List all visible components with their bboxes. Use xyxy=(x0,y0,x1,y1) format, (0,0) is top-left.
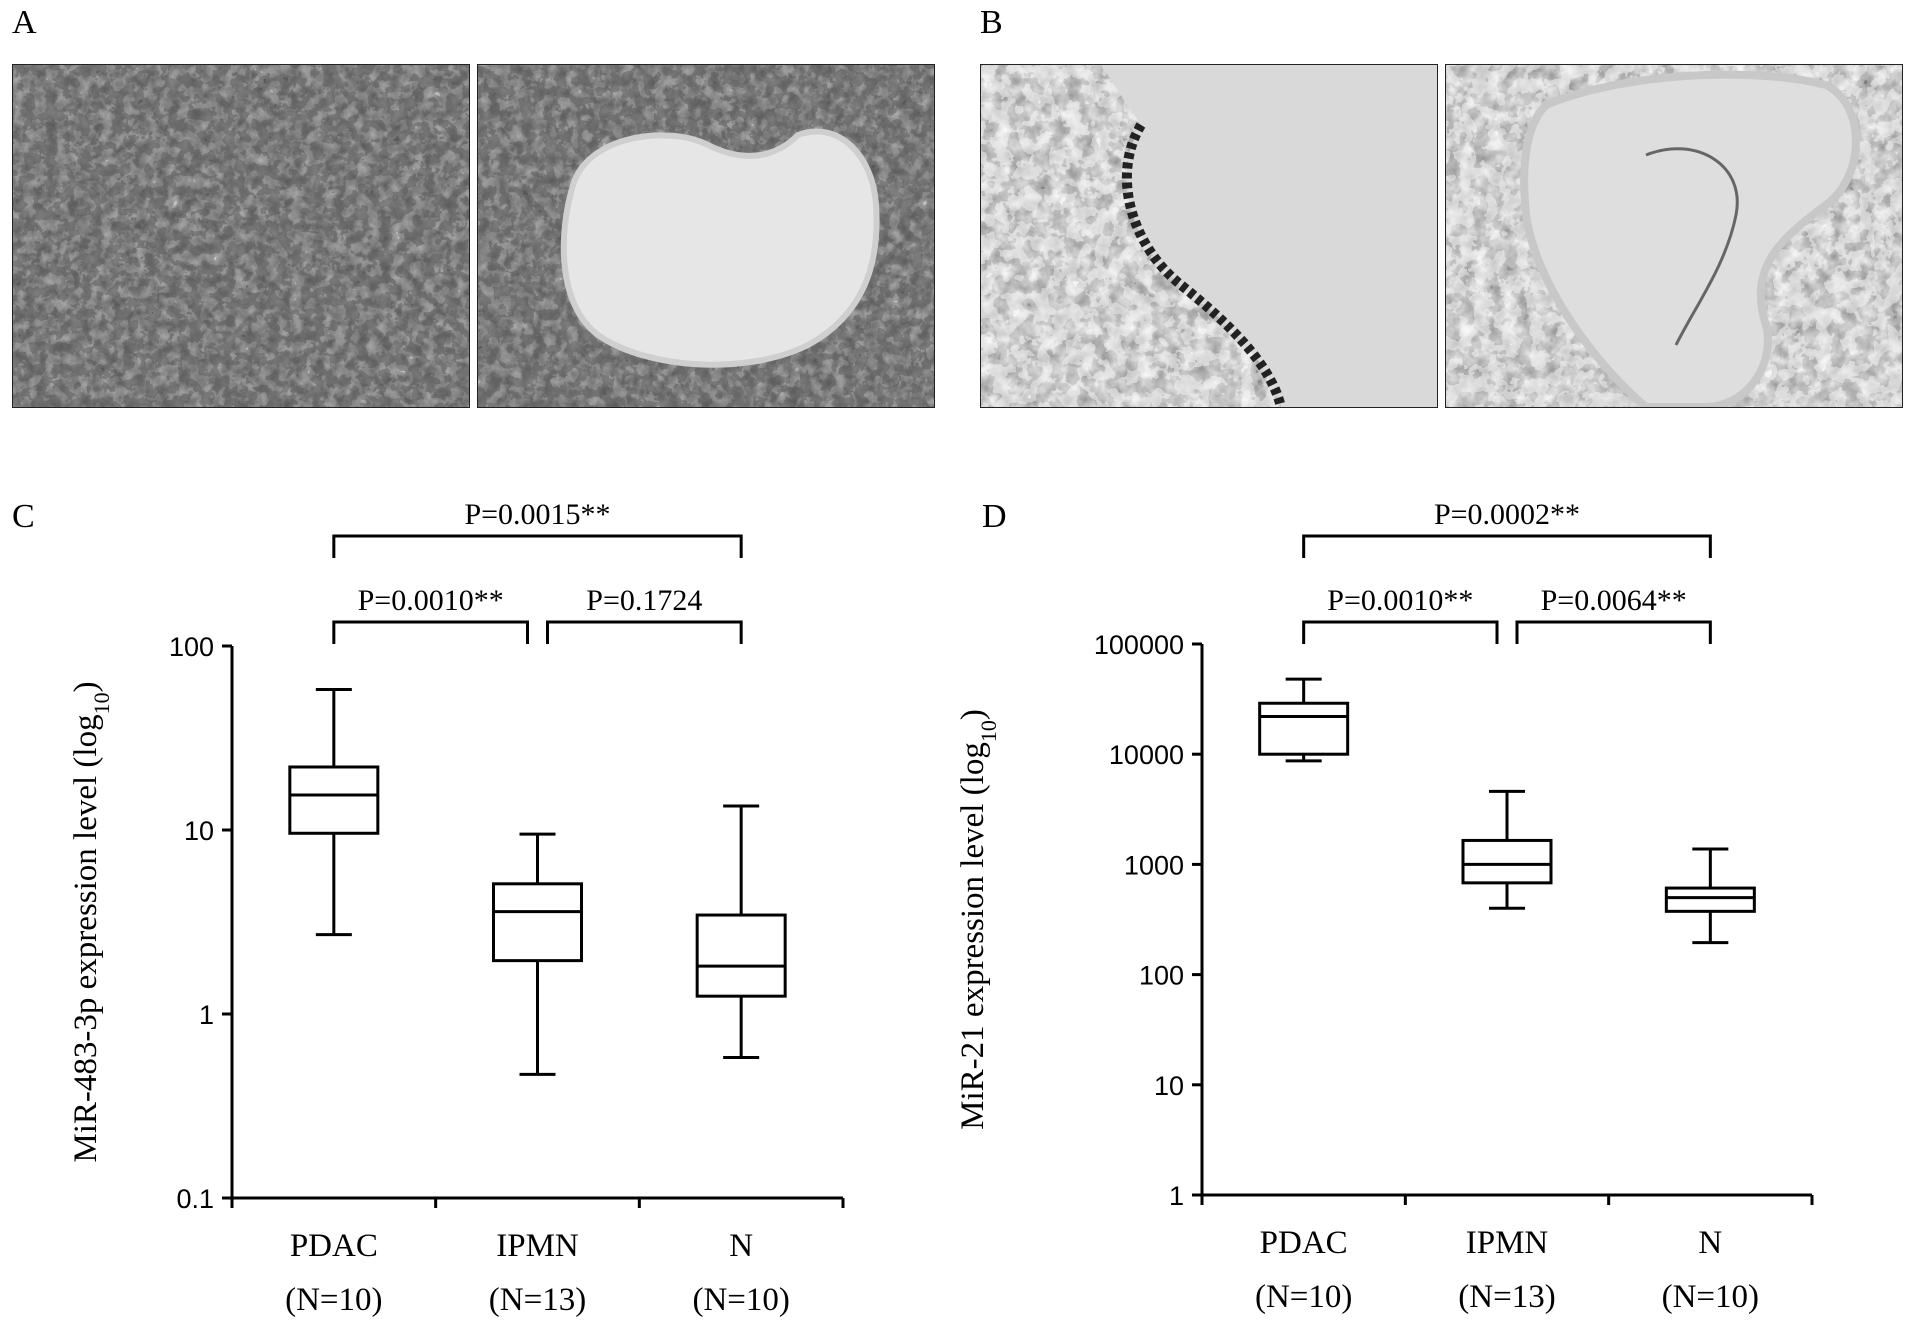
panel-letter-d: D xyxy=(982,498,1007,535)
box-iqr xyxy=(695,913,787,998)
box-iqr xyxy=(1664,886,1756,913)
y-axis-label-text: MiR-21 expression level (log xyxy=(955,742,991,1130)
p-value-label: P=0.0002** xyxy=(1434,498,1580,531)
x-category-label: PDAC xyxy=(1260,1225,1348,1261)
y-axis-label: MiR-483-3p expression level (log10) xyxy=(68,681,114,1162)
y-tick-label: 10 xyxy=(184,816,214,846)
box-iqr xyxy=(1258,701,1350,756)
x-category-n-label: (N=10) xyxy=(1255,1279,1352,1315)
y-axis-label-subscript: 10 xyxy=(976,720,1001,742)
significance-bracket xyxy=(332,534,743,558)
box-iqr xyxy=(288,765,380,835)
x-category-n-label: (N=10) xyxy=(1662,1279,1759,1315)
y-axis-label-close: ) xyxy=(955,709,991,720)
micrograph-pdac-after xyxy=(477,64,935,408)
micrograph-pdac-before xyxy=(12,64,470,408)
x-category-n-label: (N=10) xyxy=(285,1282,382,1318)
x-category-label: N xyxy=(729,1228,753,1264)
x-category-label: IPMN xyxy=(1466,1225,1549,1261)
y-tick-label: 1000 xyxy=(1124,850,1184,880)
micrograph-ipmn-after xyxy=(1445,64,1903,408)
panel-letter-c: C xyxy=(12,498,35,535)
y-tick-label: 1 xyxy=(199,1000,214,1030)
significance-bracket xyxy=(1302,534,1712,558)
x-category-n-label: (N=10) xyxy=(692,1282,789,1318)
y-tick-label: 0.1 xyxy=(176,1184,214,1214)
p-value-label: P=0.0010** xyxy=(358,584,504,617)
y-tick-label: 10000 xyxy=(1109,740,1184,770)
x-category-label: IPMN xyxy=(496,1228,579,1264)
significance-bracket xyxy=(546,620,743,644)
significance-bracket xyxy=(332,620,529,644)
panel-letter-a: A xyxy=(12,4,37,41)
x-category-n-label: (N=13) xyxy=(489,1282,586,1318)
x-category-label: N xyxy=(1698,1225,1722,1261)
y-axis-label-text: MiR-483-3p expression level (log xyxy=(68,714,104,1162)
x-category-label: PDAC xyxy=(290,1228,378,1264)
box-plot-mir483: 0.1 1 10 100 PDAC (N=10) IPMN (N=13) N (N=10) P=0.… xyxy=(68,498,845,1318)
box-iqr xyxy=(1461,838,1553,885)
y-tick-label: 100 xyxy=(169,632,214,662)
y-tick-label: 100000 xyxy=(1094,630,1184,660)
p-value-label: P=0.0015** xyxy=(464,498,610,531)
micrograph-ipmn-before xyxy=(980,64,1438,408)
significance-bracket xyxy=(1302,620,1499,644)
y-axis-label-close: ) xyxy=(68,681,104,692)
p-value-label: P=0.0064** xyxy=(1541,584,1687,617)
y-tick-label: 1 xyxy=(1169,1181,1184,1211)
y-axis-label-subscript: 10 xyxy=(89,692,114,714)
y-axis-label: MiR-21 expression level (log10) xyxy=(955,709,1001,1130)
panel-letter-b: B xyxy=(980,4,1003,41)
significance-bracket xyxy=(1515,620,1712,644)
box-iqr xyxy=(492,882,583,963)
y-tick-label: 100 xyxy=(1139,961,1184,991)
y-tick-label: 10 xyxy=(1154,1071,1184,1101)
p-value-label: P=0.0010** xyxy=(1327,584,1473,617)
x-category-n-label: (N=13) xyxy=(1458,1279,1555,1315)
p-value-label: P=0.1724 xyxy=(586,584,702,617)
